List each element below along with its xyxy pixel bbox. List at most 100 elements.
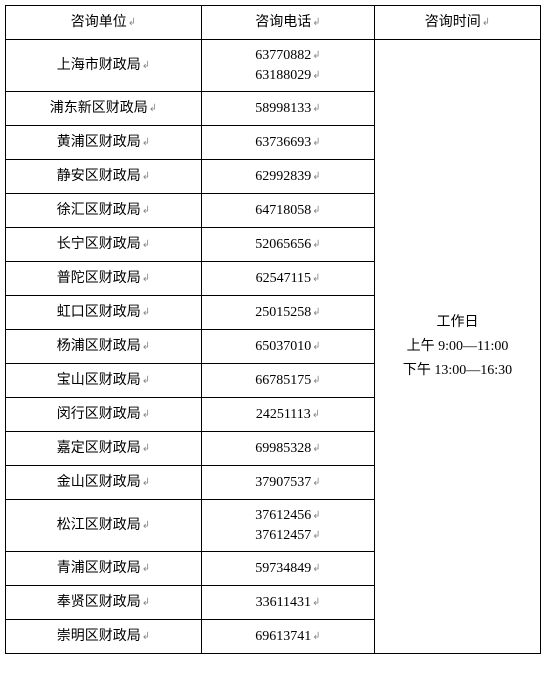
marker-glyph: ↲	[312, 374, 320, 388]
marker-glyph: ↲	[142, 561, 150, 576]
phone-text: 64718058↲	[206, 201, 370, 221]
marker-glyph: ↲	[312, 238, 320, 252]
phone-text: 25015258↲	[206, 303, 370, 323]
unit-text: 崇明区财政局	[57, 629, 141, 644]
marker-glyph: ↲	[312, 340, 320, 354]
phone-cell: 69985328↲	[202, 432, 375, 466]
unit-text: 闵行区财政局	[57, 407, 141, 422]
phone-cell: 59734849↲	[202, 552, 375, 586]
time-cell: 工作日上午 9:00—11:00下午 13:00—16:30	[375, 40, 541, 654]
time-line: 下午 13:00—16:30	[379, 359, 536, 383]
marker-glyph: ↲	[142, 518, 150, 533]
unit-text: 奉贤区财政局	[57, 595, 141, 610]
unit-cell: 长宁区财政局↲	[6, 228, 202, 262]
phone-text: 62547115↲	[206, 269, 370, 289]
phone-text: 63736693↲	[206, 133, 370, 153]
phone-cell: 25015258↲	[202, 296, 375, 330]
marker-glyph: ↲	[142, 595, 150, 610]
unit-text: 徐汇区财政局	[57, 203, 141, 218]
unit-text: 松江区财政局	[57, 518, 141, 533]
phone-cell: 69613741↲	[202, 620, 375, 654]
marker-glyph: ↲	[312, 630, 320, 644]
marker-glyph: ↲	[312, 15, 320, 30]
unit-cell: 嘉定区财政局↲	[6, 432, 202, 466]
marker-glyph: ↲	[312, 562, 320, 576]
marker-glyph: ↲	[312, 509, 320, 523]
header-unit: 咨询单位↲	[6, 6, 202, 40]
phone-text: 63770882↲	[206, 46, 370, 66]
unit-cell: 虹口区财政局↲	[6, 296, 202, 330]
marker-glyph: ↲	[142, 373, 150, 388]
marker-glyph: ↲	[142, 475, 150, 490]
marker-glyph: ↲	[312, 136, 320, 150]
marker-glyph: ↲	[142, 237, 150, 252]
unit-cell: 上海市财政局↲	[6, 40, 202, 92]
phone-text: 69613741↲	[206, 627, 370, 647]
marker-glyph: ↲	[312, 69, 320, 83]
unit-text: 普陀区财政局	[57, 271, 141, 286]
phone-text: 66785175↲	[206, 371, 370, 391]
phone-cell: 63736693↲	[202, 126, 375, 160]
marker-glyph: ↲	[142, 629, 150, 644]
phone-cell: 58998133↲	[202, 92, 375, 126]
unit-text: 金山区财政局	[57, 475, 141, 490]
phone-cell: 37907537↲	[202, 466, 375, 500]
marker-glyph: ↲	[142, 271, 150, 286]
phone-cell: 62547115↲	[202, 262, 375, 296]
unit-text: 上海市财政局	[57, 58, 141, 73]
phone-text: 52065656↲	[206, 235, 370, 255]
phone-cell: 66785175↲	[202, 364, 375, 398]
unit-cell: 闵行区财政局↲	[6, 398, 202, 432]
unit-cell: 浦东新区财政局↲	[6, 92, 202, 126]
marker-glyph: ↲	[142, 407, 150, 422]
unit-cell: 金山区财政局↲	[6, 466, 202, 500]
unit-cell: 杨浦区财政局↲	[6, 330, 202, 364]
marker-glyph: ↲	[312, 170, 320, 184]
phone-cell: 63770882↲63188029↲	[202, 40, 375, 92]
phone-text: 62992839↲	[206, 167, 370, 187]
phone-text: 69985328↲	[206, 439, 370, 459]
unit-text: 静安区财政局	[57, 169, 141, 184]
marker-glyph: ↲	[142, 135, 150, 150]
unit-text: 虹口区财政局	[57, 305, 141, 320]
unit-cell: 青浦区财政局↲	[6, 552, 202, 586]
marker-glyph: ↲	[312, 204, 320, 218]
marker-glyph: ↲	[142, 58, 150, 73]
phone-cell: 37612456↲37612457↲	[202, 500, 375, 552]
header-phone-text: 咨询电话	[255, 15, 311, 30]
marker-glyph: ↲	[482, 15, 490, 30]
unit-text: 青浦区财政局	[57, 561, 141, 576]
unit-cell: 奉贤区财政局↲	[6, 586, 202, 620]
marker-glyph: ↲	[149, 101, 157, 116]
phone-text: 24251113↲	[206, 405, 370, 425]
phone-text: 37907537↲	[206, 473, 370, 493]
unit-cell: 宝山区财政局↲	[6, 364, 202, 398]
header-phone: 咨询电话↲	[202, 6, 375, 40]
marker-glyph: ↲	[312, 408, 320, 422]
marker-glyph: ↲	[312, 102, 320, 116]
marker-glyph: ↲	[312, 596, 320, 610]
unit-text: 浦东新区财政局	[50, 101, 148, 116]
phone-cell: 52065656↲	[202, 228, 375, 262]
phone-cell: 62992839↲	[202, 160, 375, 194]
unit-cell: 静安区财政局↲	[6, 160, 202, 194]
marker-glyph: ↲	[142, 203, 150, 218]
header-time: 咨询时间↲	[375, 6, 541, 40]
unit-cell: 松江区财政局↲	[6, 500, 202, 552]
consultation-table: 咨询单位↲ 咨询电话↲ 咨询时间↲ 上海市财政局↲63770882↲631880…	[5, 5, 541, 654]
unit-text: 长宁区财政局	[57, 237, 141, 252]
table-header: 咨询单位↲ 咨询电话↲ 咨询时间↲	[6, 6, 541, 40]
table-body: 上海市财政局↲63770882↲63188029↲工作日上午 9:00—11:0…	[6, 40, 541, 654]
unit-cell: 徐汇区财政局↲	[6, 194, 202, 228]
time-line: 上午 9:00—11:00	[379, 335, 536, 359]
unit-text: 宝山区财政局	[57, 373, 141, 388]
phone-cell: 24251113↲	[202, 398, 375, 432]
marker-glyph: ↲	[312, 272, 320, 286]
table-row: 上海市财政局↲63770882↲63188029↲工作日上午 9:00—11:0…	[6, 40, 541, 92]
marker-glyph: ↲	[142, 339, 150, 354]
phone-text: 37612457↲	[206, 526, 370, 546]
unit-cell: 崇明区财政局↲	[6, 620, 202, 654]
phone-cell: 64718058↲	[202, 194, 375, 228]
unit-text: 黄浦区财政局	[57, 135, 141, 150]
header-time-text: 咨询时间	[425, 15, 481, 30]
